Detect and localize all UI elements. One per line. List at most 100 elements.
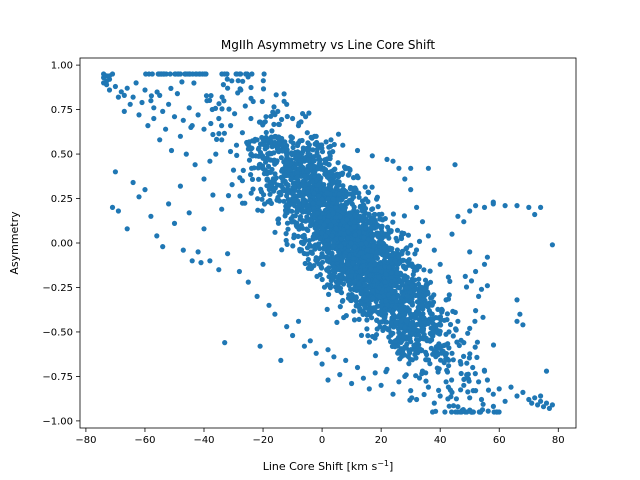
data-point	[363, 240, 369, 246]
data-point	[421, 319, 427, 325]
data-point	[435, 369, 441, 375]
data-point	[429, 302, 435, 308]
data-point	[351, 219, 358, 225]
data-point	[254, 137, 260, 143]
data-point	[353, 298, 359, 304]
data-point	[323, 139, 329, 145]
data-point	[385, 326, 391, 332]
data-point	[383, 271, 389, 277]
data-point	[403, 318, 409, 324]
data-point	[490, 201, 496, 207]
data-point	[466, 378, 472, 384]
data-point	[379, 223, 385, 229]
data-point	[249, 176, 256, 182]
data-point	[376, 274, 382, 280]
data-point	[490, 391, 496, 397]
data-point	[369, 248, 375, 254]
data-point	[384, 319, 390, 325]
data-point	[355, 175, 361, 181]
data-point	[104, 82, 110, 88]
data-point	[283, 231, 289, 237]
data-point	[324, 267, 330, 273]
data-point	[473, 203, 479, 209]
points-layer	[101, 71, 556, 415]
data-point	[121, 108, 127, 114]
data-point	[295, 123, 302, 129]
data-point	[430, 316, 436, 322]
data-point	[408, 339, 414, 345]
data-point	[377, 324, 383, 330]
data-point	[413, 247, 420, 253]
data-point	[271, 150, 277, 156]
data-point	[307, 338, 313, 344]
data-point	[373, 332, 380, 338]
data-point	[435, 352, 441, 358]
data-point	[248, 146, 254, 152]
data-point	[351, 317, 358, 323]
data-point	[264, 183, 270, 189]
data-point	[290, 144, 296, 151]
data-point	[357, 268, 363, 275]
data-point	[271, 121, 277, 127]
data-point	[418, 297, 424, 303]
data-point	[467, 249, 473, 255]
data-point	[398, 322, 404, 328]
data-point	[314, 210, 321, 216]
data-point	[400, 292, 406, 298]
chart-title: MgIIh Asymmetry vs Line Core Shift	[221, 38, 435, 52]
data-point	[174, 91, 180, 97]
data-point	[347, 213, 353, 219]
data-point	[149, 71, 155, 77]
data-point	[401, 230, 407, 237]
data-point	[216, 131, 222, 137]
data-point	[380, 240, 386, 246]
data-point	[304, 226, 310, 232]
data-point	[364, 317, 370, 323]
data-point	[318, 162, 324, 168]
data-point	[467, 351, 473, 357]
data-point	[329, 233, 335, 239]
data-point	[279, 247, 285, 253]
data-point	[352, 212, 358, 218]
x-axis-label-main: Line Core Shift [km s	[263, 460, 378, 473]
data-point	[245, 279, 251, 285]
data-point	[425, 165, 431, 171]
data-point	[543, 400, 550, 406]
data-point	[242, 103, 248, 109]
data-point	[398, 317, 404, 324]
data-point	[461, 353, 467, 359]
data-point	[419, 219, 426, 225]
data-point	[374, 309, 381, 315]
data-point	[442, 409, 448, 415]
data-point	[348, 191, 354, 197]
data-point	[358, 332, 365, 338]
data-point	[441, 360, 447, 366]
data-point	[473, 268, 479, 275]
data-point	[412, 312, 418, 318]
data-point	[397, 356, 403, 362]
data-point	[317, 236, 323, 242]
data-point	[194, 71, 200, 77]
data-point	[381, 245, 387, 251]
data-point	[338, 289, 344, 295]
data-point	[374, 249, 380, 255]
data-point	[352, 232, 358, 238]
data-point	[330, 276, 336, 282]
data-point	[450, 403, 457, 409]
data-point	[392, 338, 398, 344]
data-point	[390, 391, 396, 397]
data-point	[176, 71, 182, 77]
data-point	[130, 94, 136, 100]
data-point	[279, 116, 285, 123]
data-point	[481, 368, 488, 374]
data-point	[310, 234, 316, 240]
data-point	[261, 71, 267, 77]
data-point	[336, 191, 342, 197]
data-point	[359, 198, 366, 204]
data-point	[280, 185, 286, 191]
data-point	[288, 176, 294, 183]
data-point	[517, 311, 523, 317]
data-point	[347, 294, 353, 300]
data-point	[461, 376, 467, 382]
data-point	[526, 396, 532, 403]
